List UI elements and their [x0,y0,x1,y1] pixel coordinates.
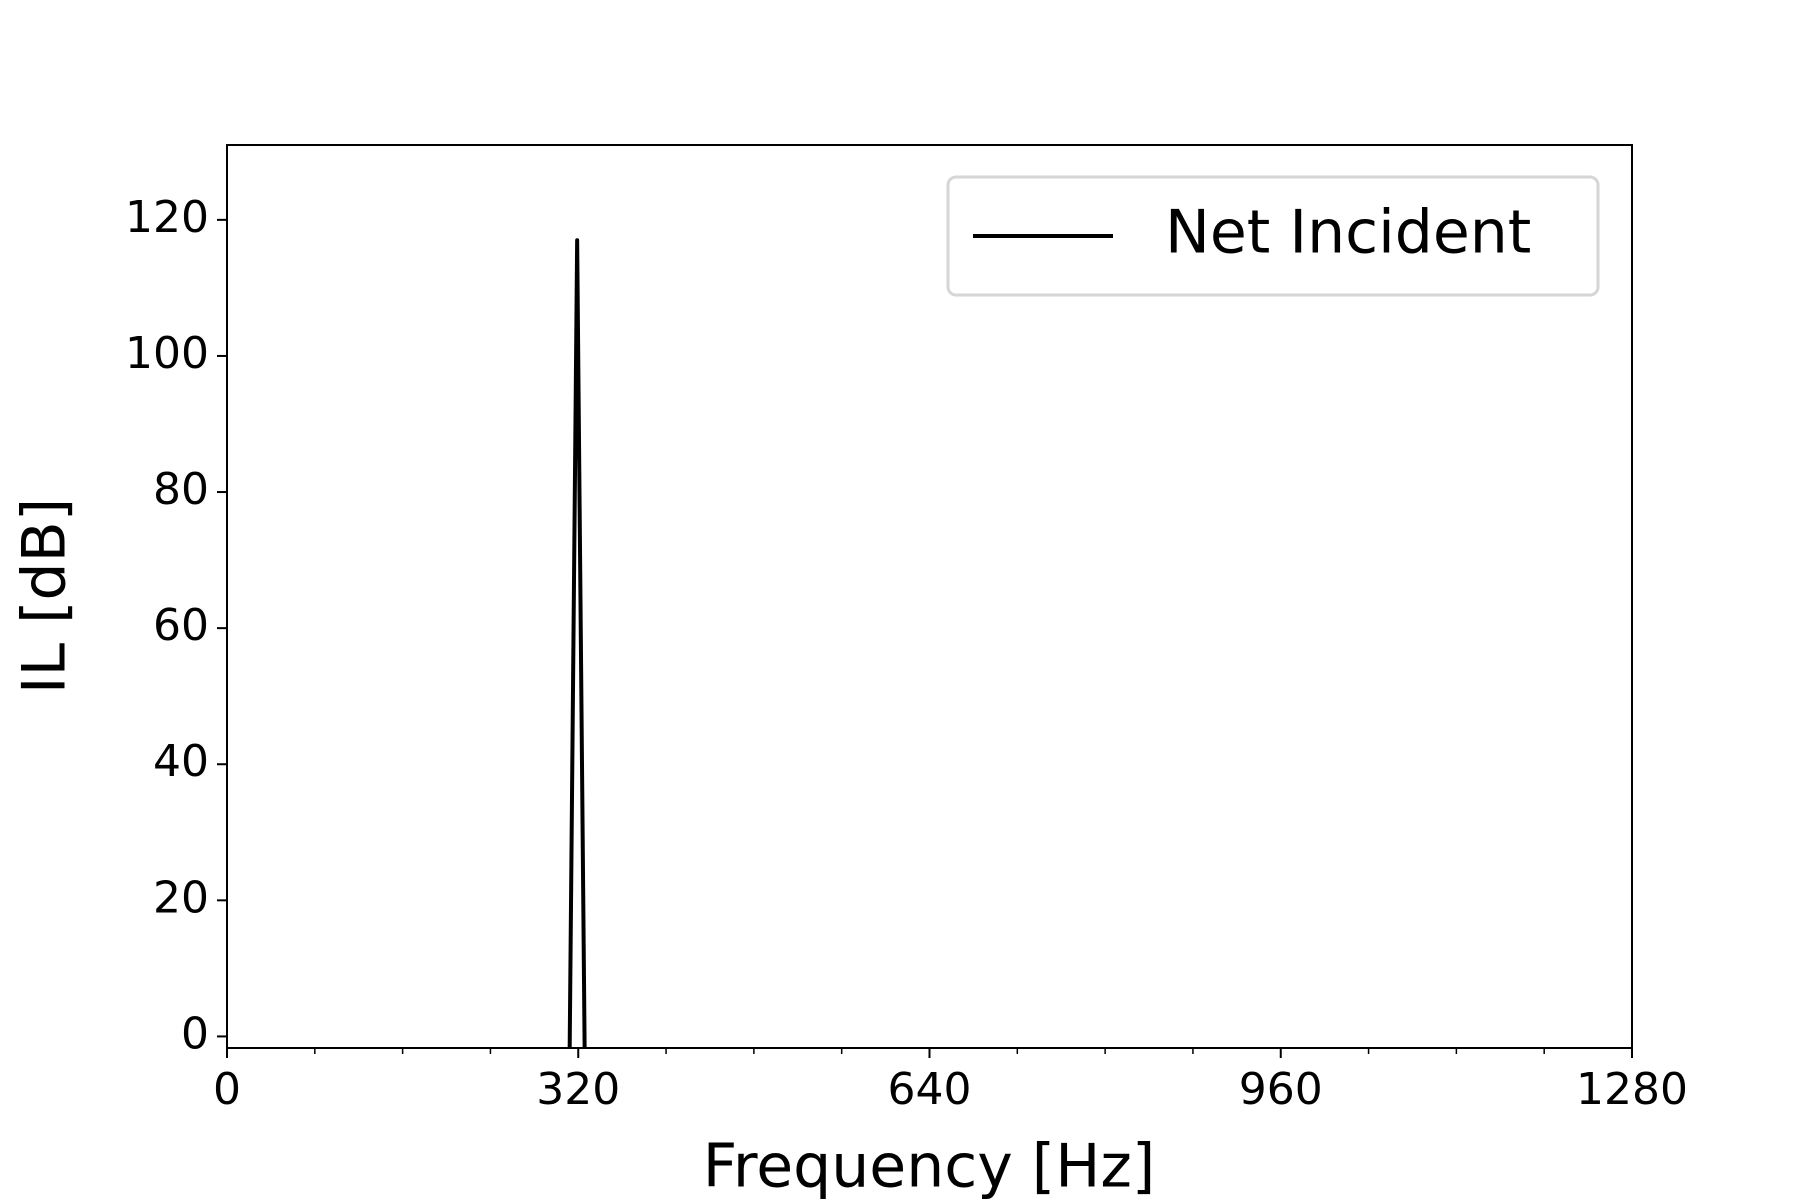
y-axis-label: IL [dB] [10,498,80,694]
legend-box [946,175,1600,297]
y-tick-label: 40 [153,736,209,787]
x-axis-label: Frequency [Hz] [703,1132,1155,1200]
x-tick-label: 1280 [1576,1064,1688,1115]
y-tick-label: 120 [125,192,209,243]
y-tick-label: 20 [153,872,209,923]
x-tick-label: 320 [536,1064,620,1115]
y-tick-label: 80 [153,464,209,515]
x-tick-label: 640 [888,1064,972,1115]
plot-frame [226,144,1633,1049]
y-tick-label: 100 [125,328,209,379]
legend-label: Net Incident [1165,198,1531,268]
plot-area [567,238,587,1048]
x-tick-label: 0 [213,1064,241,1115]
x-tick-label: 960 [1239,1064,1323,1115]
y-tick-label: 0 [181,1008,209,1059]
line-series [567,238,587,1048]
y-tick-label: 60 [153,600,209,651]
